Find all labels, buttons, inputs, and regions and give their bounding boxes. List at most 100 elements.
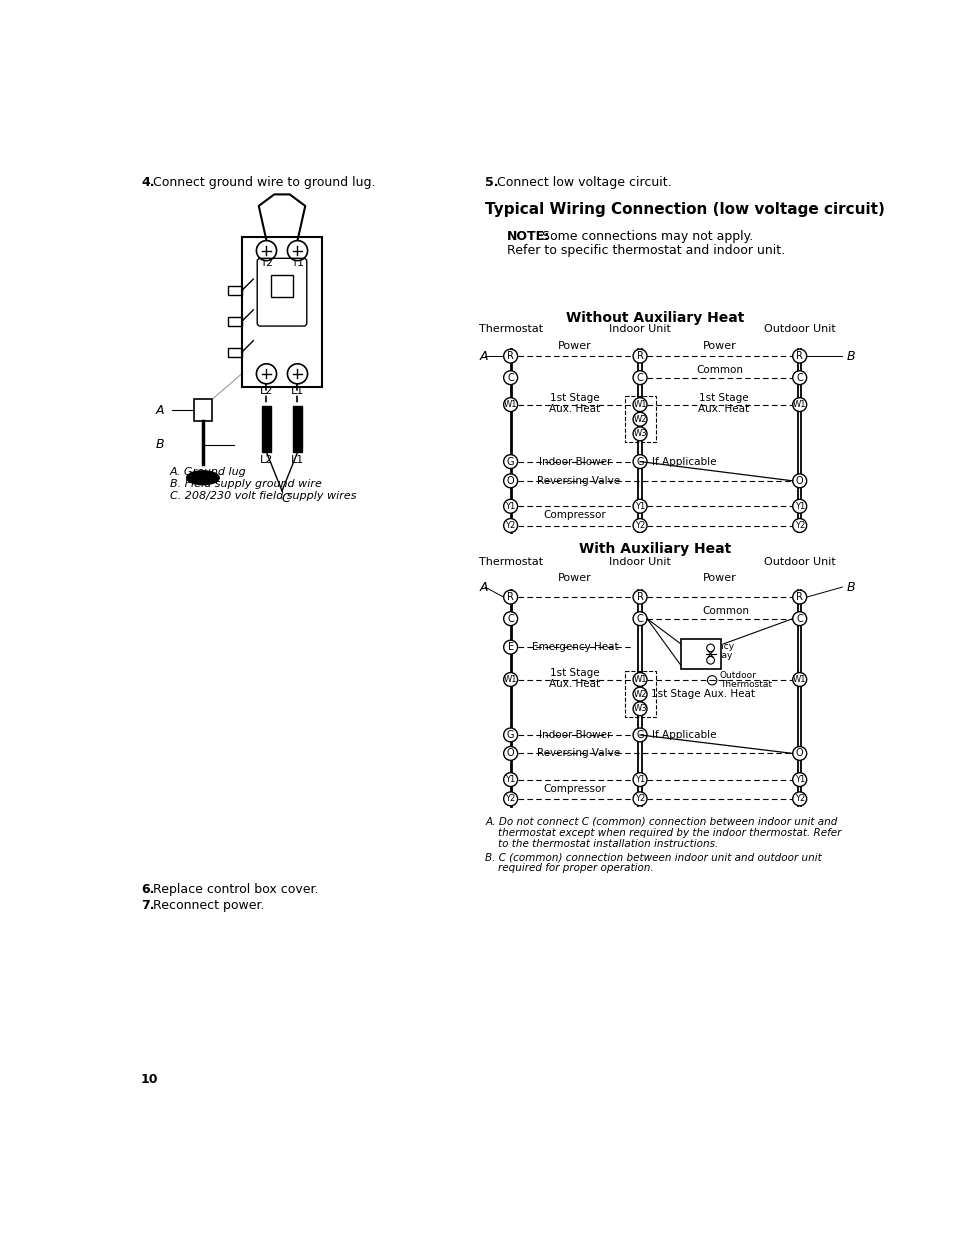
Text: NOTE:: NOTE: bbox=[506, 230, 549, 243]
Bar bbox=[193, 399, 212, 421]
Text: T1: T1 bbox=[291, 258, 304, 268]
Text: Connect low voltage circuit.: Connect low voltage circuit. bbox=[484, 177, 671, 189]
Text: Emergency: Emergency bbox=[682, 642, 734, 651]
Text: R: R bbox=[636, 351, 643, 361]
Text: 4.: 4. bbox=[141, 177, 154, 189]
Circle shape bbox=[633, 727, 646, 742]
Text: Y2: Y2 bbox=[635, 521, 644, 530]
Bar bbox=[228, 287, 241, 295]
Circle shape bbox=[633, 701, 646, 716]
Circle shape bbox=[633, 398, 646, 411]
Text: Outdoor Unit: Outdoor Unit bbox=[763, 324, 835, 335]
Text: Heat Relay: Heat Relay bbox=[682, 651, 732, 661]
Text: Connect ground wire to ground lug.: Connect ground wire to ground lug. bbox=[141, 177, 375, 189]
Text: W3: W3 bbox=[633, 704, 646, 714]
Text: C: C bbox=[507, 373, 514, 383]
Text: W1: W1 bbox=[633, 400, 646, 409]
Text: W3: W3 bbox=[633, 430, 646, 438]
Circle shape bbox=[633, 590, 646, 604]
Text: L2: L2 bbox=[259, 385, 273, 395]
Text: W2: W2 bbox=[633, 689, 646, 699]
Text: Outdoor: Outdoor bbox=[720, 671, 756, 680]
Circle shape bbox=[633, 350, 646, 363]
Circle shape bbox=[633, 673, 646, 687]
Circle shape bbox=[633, 427, 646, 441]
Ellipse shape bbox=[187, 471, 219, 484]
Text: Indoor Unit: Indoor Unit bbox=[608, 324, 670, 335]
Circle shape bbox=[633, 773, 646, 787]
Text: C: C bbox=[507, 614, 514, 624]
Text: If Applicable: If Applicable bbox=[651, 457, 716, 467]
Text: Without Auxiliary Heat: Without Auxiliary Heat bbox=[565, 310, 743, 325]
Circle shape bbox=[287, 364, 307, 384]
Text: C: C bbox=[796, 373, 802, 383]
Circle shape bbox=[503, 673, 517, 687]
Bar bbox=[261, 406, 271, 452]
Circle shape bbox=[503, 370, 517, 384]
Text: Y2: Y2 bbox=[505, 794, 516, 803]
Bar bbox=[241, 237, 322, 387]
Circle shape bbox=[633, 611, 646, 626]
Circle shape bbox=[503, 350, 517, 363]
Text: G: G bbox=[636, 457, 643, 467]
Text: Compressor: Compressor bbox=[543, 510, 606, 520]
Text: Some connections may not apply.: Some connections may not apply. bbox=[537, 230, 752, 243]
Text: O: O bbox=[795, 748, 802, 758]
Circle shape bbox=[792, 611, 806, 626]
Text: Y1: Y1 bbox=[505, 776, 516, 784]
Text: W1: W1 bbox=[792, 400, 805, 409]
Text: Power: Power bbox=[558, 341, 591, 351]
Text: A: A bbox=[479, 580, 488, 594]
Text: G: G bbox=[506, 457, 514, 467]
Circle shape bbox=[792, 792, 806, 805]
Circle shape bbox=[503, 727, 517, 742]
Text: Thermostat: Thermostat bbox=[720, 680, 771, 689]
Bar bbox=[624, 671, 655, 718]
Circle shape bbox=[503, 590, 517, 604]
Text: Refer to specific thermostat and indoor unit.: Refer to specific thermostat and indoor … bbox=[506, 245, 784, 257]
Text: 6.: 6. bbox=[141, 883, 154, 897]
Text: O: O bbox=[795, 475, 802, 485]
Text: Y1: Y1 bbox=[794, 776, 804, 784]
Text: Outdoor Unit: Outdoor Unit bbox=[763, 557, 835, 567]
Circle shape bbox=[792, 398, 806, 411]
Circle shape bbox=[792, 474, 806, 488]
Text: C. 208/230 volt field supply wires: C. 208/230 volt field supply wires bbox=[170, 492, 355, 501]
Text: 1st Stage: 1st Stage bbox=[550, 394, 599, 404]
Bar bbox=[624, 396, 655, 442]
Bar bbox=[228, 317, 241, 326]
Circle shape bbox=[792, 746, 806, 761]
Text: R: R bbox=[507, 351, 514, 361]
Circle shape bbox=[503, 792, 517, 805]
Text: Y2: Y2 bbox=[794, 794, 804, 803]
Text: A: A bbox=[156, 404, 165, 416]
Text: E: E bbox=[507, 642, 513, 652]
Text: A. Ground lug: A. Ground lug bbox=[170, 467, 246, 477]
Text: R: R bbox=[507, 592, 514, 603]
Text: W1: W1 bbox=[503, 400, 517, 409]
Text: R: R bbox=[636, 592, 643, 603]
Circle shape bbox=[503, 746, 517, 761]
Circle shape bbox=[503, 474, 517, 488]
Text: Indoor Blower: Indoor Blower bbox=[538, 730, 611, 740]
Text: G: G bbox=[506, 730, 514, 740]
Text: Aux. Heat: Aux. Heat bbox=[549, 679, 599, 689]
Text: L1: L1 bbox=[291, 385, 304, 395]
Text: Y2: Y2 bbox=[635, 794, 644, 803]
Text: Power: Power bbox=[702, 573, 736, 583]
Text: 5.: 5. bbox=[484, 177, 498, 189]
Text: W2: W2 bbox=[633, 415, 646, 424]
Text: Reversing Valve: Reversing Valve bbox=[537, 475, 619, 485]
Text: R: R bbox=[796, 592, 802, 603]
Circle shape bbox=[633, 499, 646, 514]
Circle shape bbox=[792, 350, 806, 363]
Text: Aux. Heat: Aux. Heat bbox=[549, 404, 599, 414]
Text: Y1: Y1 bbox=[794, 501, 804, 511]
Text: O: O bbox=[506, 748, 514, 758]
Circle shape bbox=[503, 454, 517, 468]
Circle shape bbox=[503, 773, 517, 787]
Text: With Auxiliary Heat: With Auxiliary Heat bbox=[578, 542, 730, 556]
Circle shape bbox=[633, 687, 646, 701]
Text: Indoor Blower: Indoor Blower bbox=[538, 457, 611, 467]
Bar bbox=[228, 347, 241, 357]
